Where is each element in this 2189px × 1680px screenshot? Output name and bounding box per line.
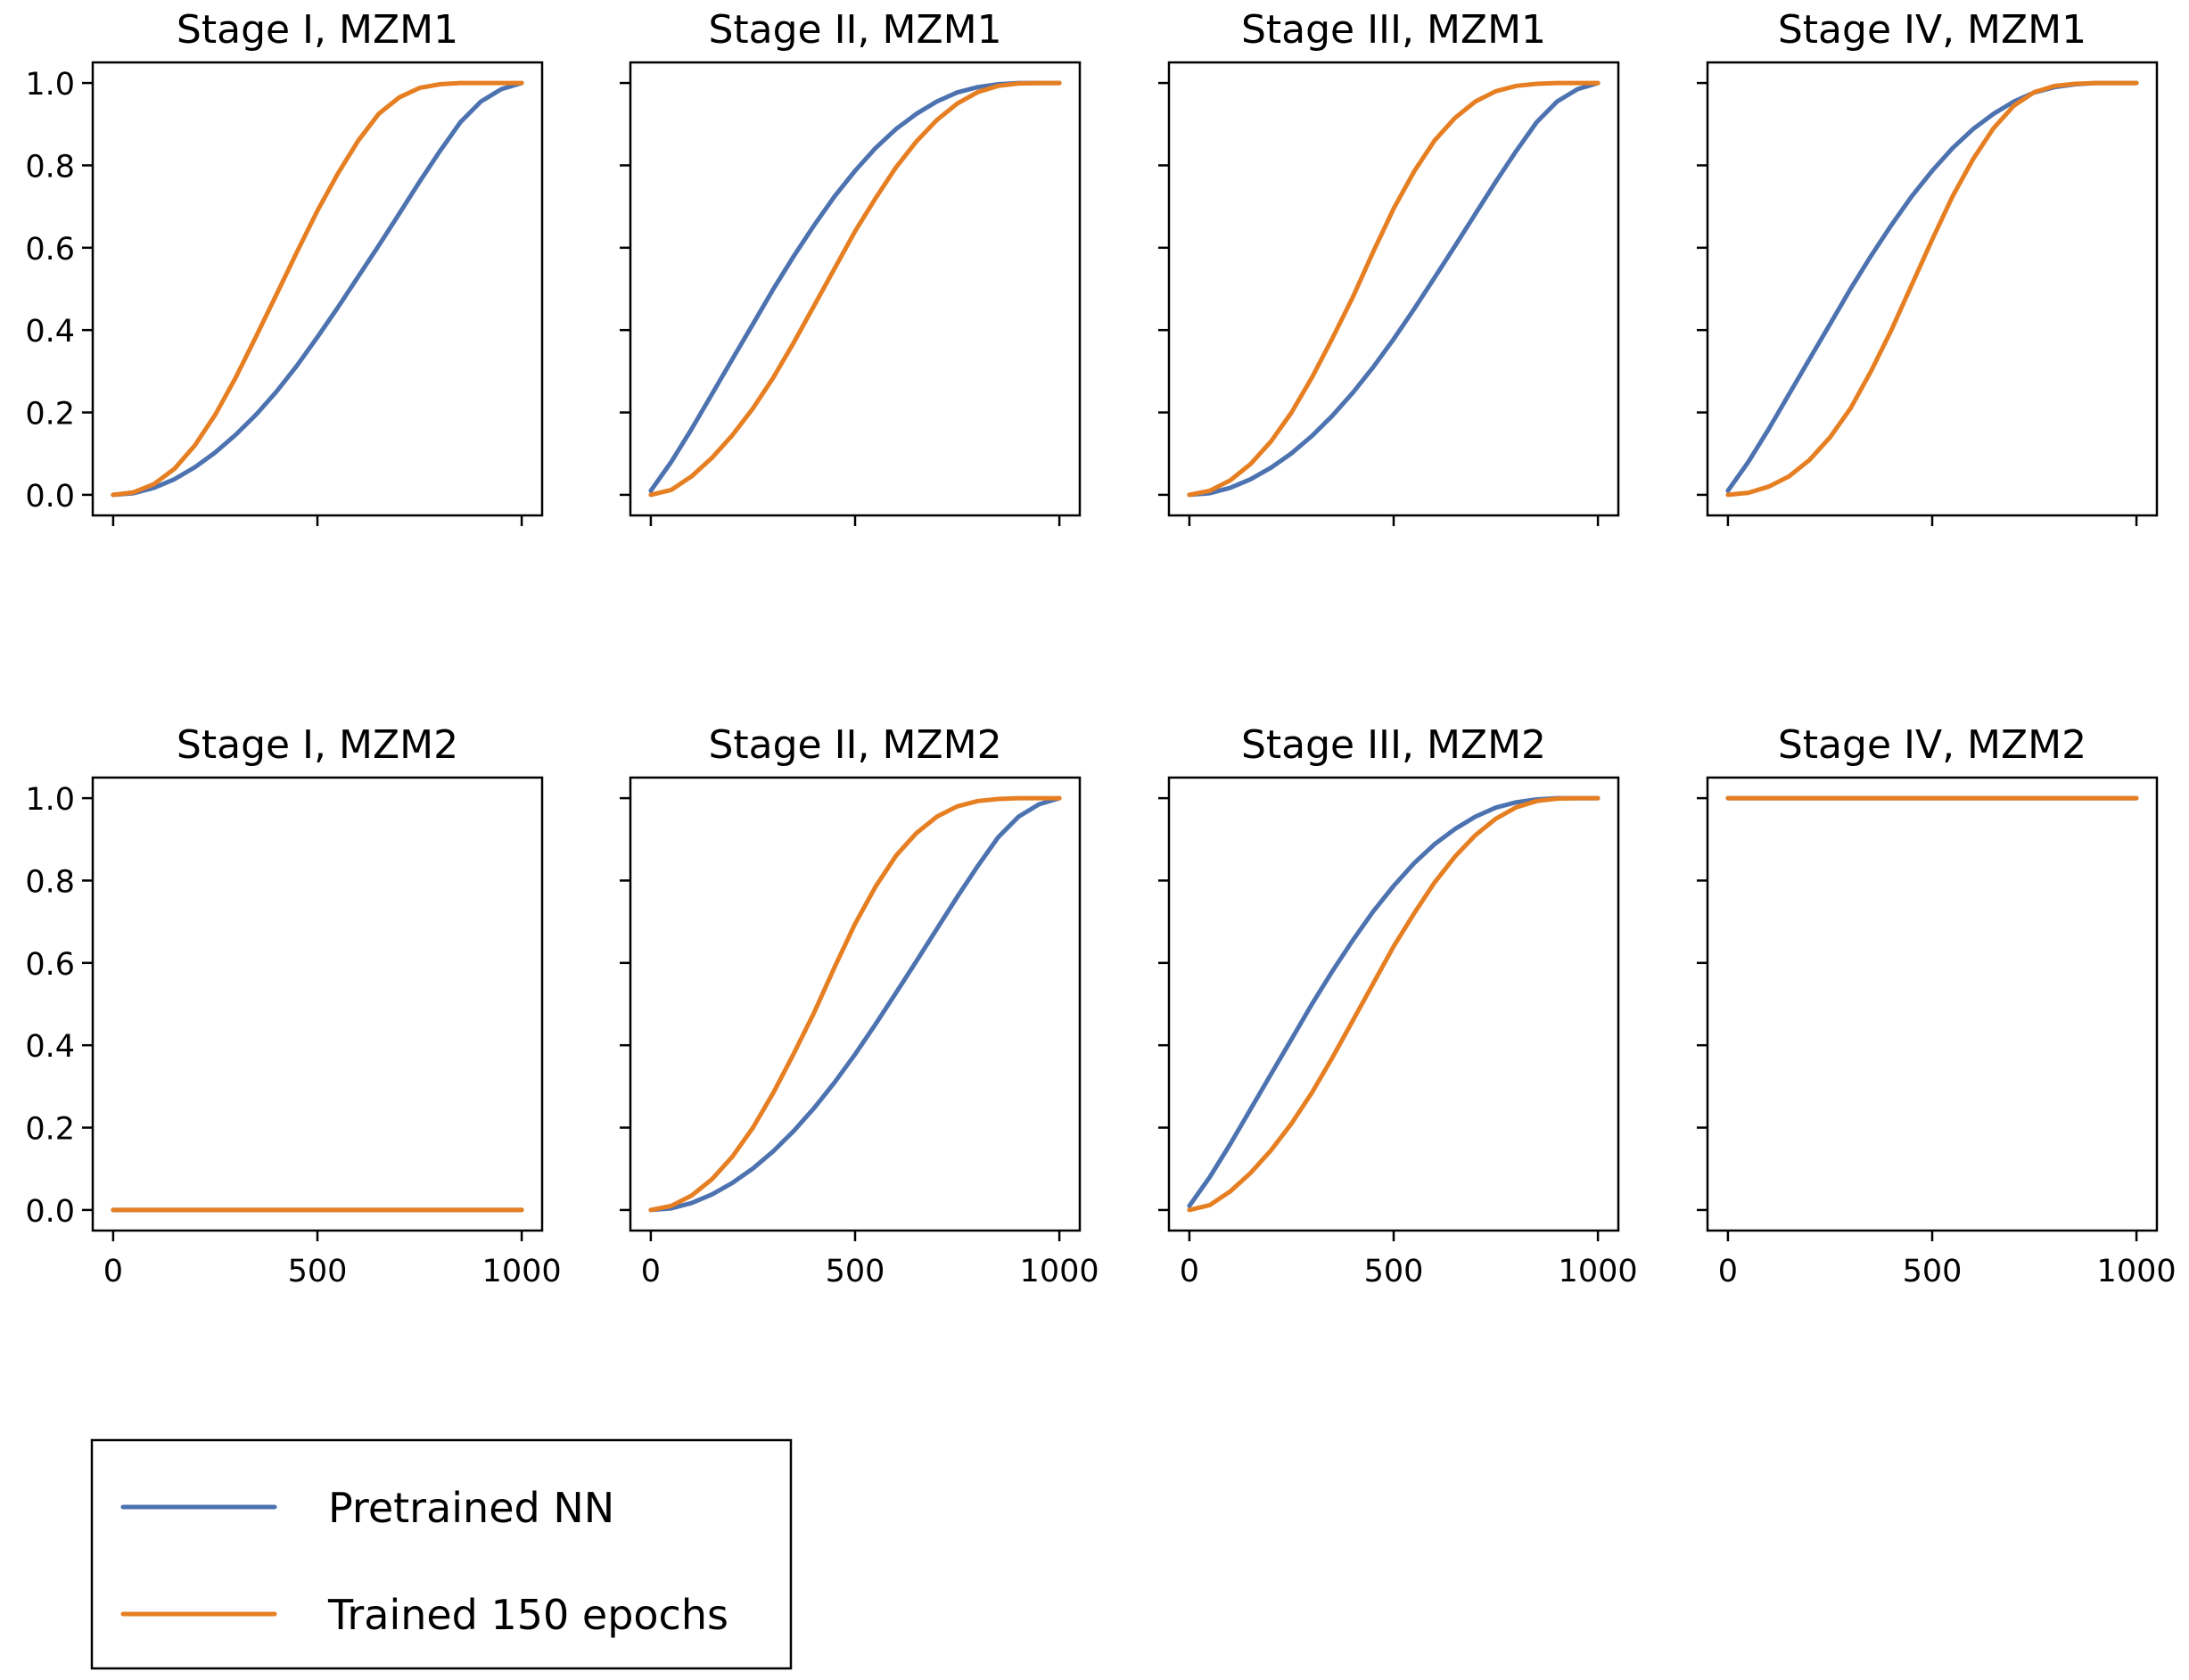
legend: Pretrained NN Trained 150 epochs — [90, 1438, 793, 1670]
subplot-title: Stage I, MZM2 — [177, 722, 458, 768]
subplot-title: Stage IV, MZM2 — [1778, 722, 2086, 768]
y-tick-label: 0.6 — [25, 947, 75, 983]
x-tick-label: 0 — [103, 1254, 123, 1289]
subplot-title: Stage II, MZM1 — [708, 7, 1001, 53]
x-tick-label: 1000 — [2097, 1254, 2177, 1289]
x-tick-label: 0 — [641, 1254, 661, 1289]
subplot-title: Stage IV, MZM1 — [1778, 7, 2086, 53]
x-tick-label: 500 — [1903, 1254, 1963, 1289]
axes-frame — [629, 61, 1082, 517]
series-line-pretrained — [1187, 80, 1601, 498]
y-tick-label: 0.4 — [25, 1029, 75, 1065]
subplot-8: Stage IV, MZM2 0 500 1000 — [1697, 722, 2177, 1289]
y-tick-label: 0.4 — [25, 314, 75, 350]
x-tick-label: 1000 — [1559, 1254, 1638, 1289]
series-line-trained — [111, 80, 524, 498]
series-line-pretrained — [1187, 795, 1601, 1208]
series-line-pretrained — [111, 80, 524, 498]
axes-frame — [91, 61, 544, 517]
y-tick-label: 0.6 — [25, 232, 75, 268]
subplot-title: Stage III, MZM2 — [1241, 722, 1546, 768]
series-line-trained — [648, 795, 1062, 1213]
series-line-pretrained — [1725, 80, 2139, 493]
subplot-1: Stage I, MZM1 0.0 0.2 0.4 0.6 0.8 1.0 — [25, 7, 544, 526]
subplot-2: Stage II, MZM1 — [620, 7, 1082, 526]
axes-frame — [91, 776, 544, 1232]
x-tick-label: 500 — [826, 1254, 885, 1289]
axes-frame — [1167, 776, 1620, 1232]
y-tick-label: 0.8 — [25, 149, 75, 185]
axes-frame — [1706, 61, 2159, 517]
series-line-pretrained — [648, 795, 1062, 1213]
y-tick-label: 0.0 — [25, 1194, 75, 1230]
series-line-trained — [648, 80, 1062, 498]
subplot-title: Stage II, MZM2 — [708, 722, 1001, 768]
legend-label-trained: Trained 150 epochs — [327, 1591, 728, 1639]
y-tick-label: 1.0 — [25, 782, 75, 818]
x-tick-label: 1000 — [1020, 1254, 1099, 1289]
legend-frame — [90, 1438, 793, 1670]
series-line-trained — [1187, 80, 1601, 498]
subplot-3: Stage III, MZM1 — [1158, 7, 1620, 526]
y-tick-label: 0.8 — [25, 864, 75, 900]
axes-frame — [1706, 776, 2159, 1232]
y-tick-label: 0.2 — [25, 397, 75, 432]
x-tick-label: 500 — [1364, 1254, 1424, 1289]
subplot-title: Stage III, MZM1 — [1241, 7, 1546, 53]
subplot-7: Stage III, MZM2 0 500 1000 — [1158, 722, 1638, 1289]
axes-frame — [629, 776, 1082, 1232]
x-tick-label: 0 — [1180, 1254, 1199, 1289]
y-tick-label: 0.2 — [25, 1112, 75, 1148]
axes-frame — [1167, 61, 1620, 517]
series-line-trained — [1187, 795, 1601, 1213]
subplot-6: Stage II, MZM2 0 500 1000 — [620, 722, 1099, 1289]
x-tick-label: 0 — [1718, 1254, 1738, 1289]
subplot-4: Stage IV, MZM1 — [1697, 7, 2159, 526]
x-tick-label: 1000 — [482, 1254, 562, 1289]
x-tick-label: 500 — [288, 1254, 348, 1289]
subplot-5: Stage I, MZM2 0 500 1000 0.0 0.2 0.4 0.6 0.8 1.0 — [25, 722, 561, 1289]
subplot-grid: Stage I, MZM1 0.0 0.2 0.4 0.6 0.8 1.0 Stage II,… — [25, 7, 2176, 1289]
legend-label-pretrained: Pretrained NN — [328, 1484, 614, 1532]
y-tick-label: 1.0 — [25, 67, 75, 103]
series-line-trained — [1725, 80, 2139, 498]
subplot-title: Stage I, MZM1 — [177, 7, 458, 53]
y-tick-label: 0.0 — [25, 479, 75, 515]
series-line-pretrained — [648, 80, 1062, 493]
